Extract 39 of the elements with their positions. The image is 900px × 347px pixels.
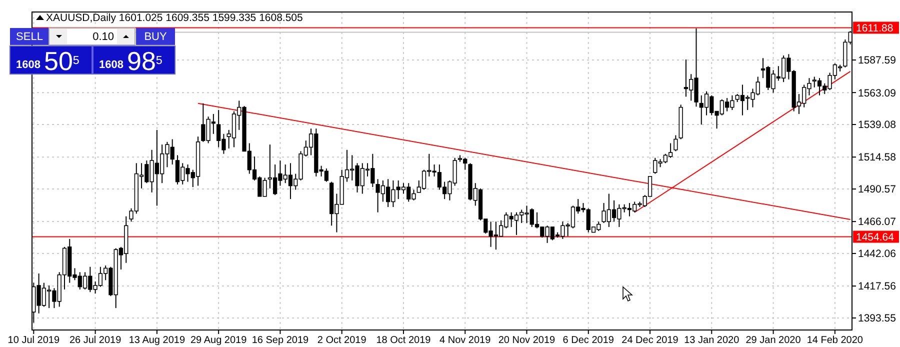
y-tick-label: 1466.07 [858, 216, 896, 228]
annotation: SELL [16, 31, 43, 43]
x-tick-label: 13 Aug 2019 [128, 335, 186, 346]
x-tick-label: 20 Nov 2019 [498, 335, 556, 346]
x-tick-label: 16 Sep 2019 [252, 335, 310, 346]
x-tick-label: 26 Jul 2019 [69, 335, 122, 346]
y-tick-label: 1393.55 [858, 312, 896, 325]
x-tick-label: 29 Aug 2019 [190, 335, 248, 346]
sell-button: SELL [10, 28, 49, 45]
y-tick-label: 1563.09 [858, 87, 896, 100]
sell-price-box: 1608 50$^{5}$ [10, 46, 92, 76]
quantity-field: 0.10 [48, 28, 136, 46]
x-tick-label: 6 Dec 2019 [562, 335, 614, 346]
x-tick-label: 14 Feb 2020 [806, 335, 864, 346]
x-tick-label: 13 Jan 2020 [684, 335, 740, 346]
x-tick-label: 2 Oct 2019 [317, 335, 367, 346]
y-tick-label: 1587.59 [858, 54, 896, 67]
y-tick-label: 1417.56 [858, 280, 896, 293]
ref-line-label: 1611.88 [856, 22, 894, 34]
chart-title: XAUUSD,Daily 1601.025 1609.355 1599.335 1608.505 [46, 12, 304, 24]
annotation: 1608 [16, 59, 40, 71]
y-tick-label: 1490.57 [858, 184, 896, 196]
y-tick-label: 1442.06 [858, 248, 896, 260]
y-tick-label: 1514.58 [858, 152, 896, 164]
annotation: 1608 [99, 59, 124, 71]
annotation: 0.10 [92, 31, 114, 43]
annotation: BUY [144, 31, 168, 43]
x-tick-label: 10 Jul 2019 [8, 335, 60, 346]
ref-line-label: 1454.64 [856, 231, 894, 244]
buy-button: BUY [136, 28, 175, 45]
y-tick-label: 1539.08 [858, 119, 896, 132]
x-tick-label: 18 Oct 2019 [376, 335, 432, 346]
buy-price-box: 1608 98$^{5}$ [92, 46, 176, 76]
x-tick-label: 4 Nov 2019 [440, 335, 492, 346]
annotation: 50$^{5}$ [44, 46, 80, 76]
x-tick-label: 24 Dec 2019 [622, 335, 679, 346]
annotation: 98$^{5}$ [127, 46, 163, 76]
candlestick [674, 134, 678, 152]
x-tick-label: 29 Jan 2020 [746, 335, 802, 346]
